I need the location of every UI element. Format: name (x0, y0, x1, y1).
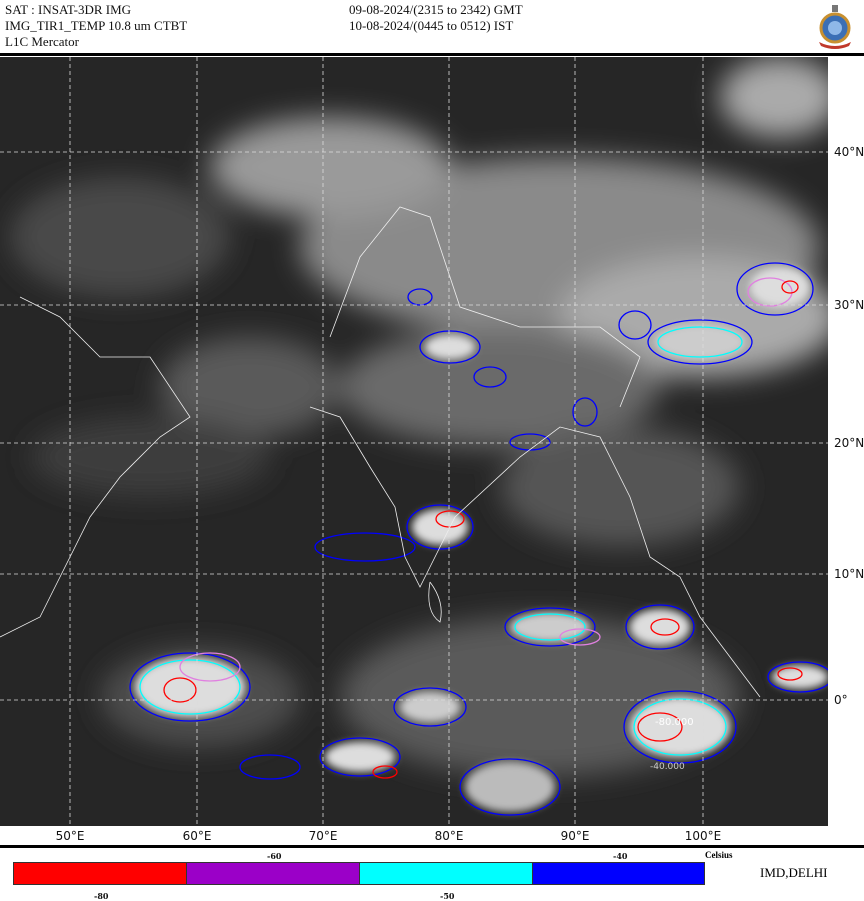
imd-logo (819, 5, 851, 49)
lon-label: 90°E (560, 829, 590, 843)
legend-tick: -50 (440, 891, 455, 901)
time-ist: 10-08-2024/(0445 to 0512) IST (349, 18, 514, 33)
legend-tick: -80 (94, 891, 109, 901)
divider (0, 53, 864, 56)
legend-swatch-purple (186, 862, 360, 885)
satellite-imagery (0, 57, 828, 826)
time-gmt: 09-08-2024/(2315 to 2342) GMT (349, 2, 523, 17)
satellite-label: SAT : INSAT-3DR IMG (5, 2, 132, 17)
lon-label: 70°E (308, 829, 338, 843)
convective-clouds (135, 267, 828, 812)
lon-label: 50°E (55, 829, 85, 843)
lon-label: 60°E (182, 829, 212, 843)
lat-label: 0° (834, 693, 848, 707)
temperature-contours (129, 262, 828, 816)
image-info: SAT : INSAT-3DR IMG IMG_TIR1_TEMP 10.8 u… (5, 2, 187, 50)
contour-label: -40.000 (650, 762, 685, 772)
projection-label: L1C Mercator (5, 34, 80, 49)
legend-swatch-cyan (359, 862, 533, 885)
contour-label: -80.000 (655, 717, 694, 728)
product-label: IMG_TIR1_TEMP 10.8 um CTBT (5, 18, 188, 33)
divider (0, 845, 864, 848)
legend-swatch-red (13, 862, 187, 885)
lat-label: 40°N (834, 145, 864, 159)
lat-label: 10°N (834, 567, 864, 581)
legend-tick: -40 (613, 851, 628, 861)
satellite-map[interactable]: -80.000 -40.000 (0, 57, 828, 826)
organization-label: IMD,DELHI (760, 865, 828, 880)
legend-tick: -60 (267, 851, 282, 861)
lat-label: 30°N (834, 298, 864, 312)
legend-swatch-blue (532, 862, 705, 885)
coastlines (0, 206, 761, 698)
lon-label: 80°E (434, 829, 464, 843)
lon-label: 100°E (684, 829, 722, 843)
time-info: 09-08-2024/(2315 to 2342) GMT 10-08-2024… (349, 2, 523, 34)
lat-lon-grid (0, 57, 828, 826)
legend-unit: Celsius (705, 850, 733, 860)
lat-label: 20°N (834, 436, 864, 450)
